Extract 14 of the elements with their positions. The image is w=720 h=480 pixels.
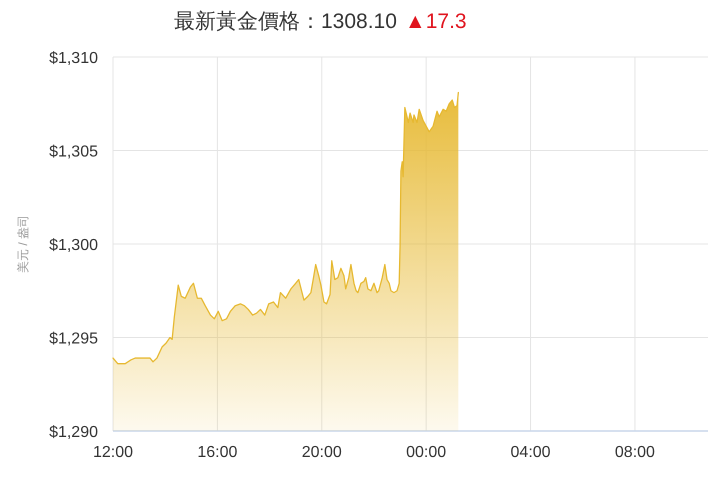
y-tick-label: $1,305: [49, 144, 98, 160]
x-tick-label: 04:00: [510, 444, 551, 461]
chart-title: 最新黃金價格：1308.10: [174, 10, 397, 33]
x-tick-label: 16:00: [197, 444, 238, 461]
chart-subtitle: ▲17.3: [404, 10, 467, 33]
x-tick-label: 08:00: [614, 444, 656, 461]
x-tick-label: 20:00: [302, 444, 342, 461]
y-tick-label: $1,295: [49, 330, 98, 348]
y-tick-label: $1,290: [49, 424, 98, 441]
y-tick-label: $1,310: [49, 50, 98, 67]
y-tick-label: $1,300: [49, 237, 98, 254]
y-axis-title: 美元 / 盎司: [16, 214, 30, 274]
x-tick-label: 12:00: [92, 444, 134, 461]
x-tick-label: 00:00: [406, 444, 446, 461]
